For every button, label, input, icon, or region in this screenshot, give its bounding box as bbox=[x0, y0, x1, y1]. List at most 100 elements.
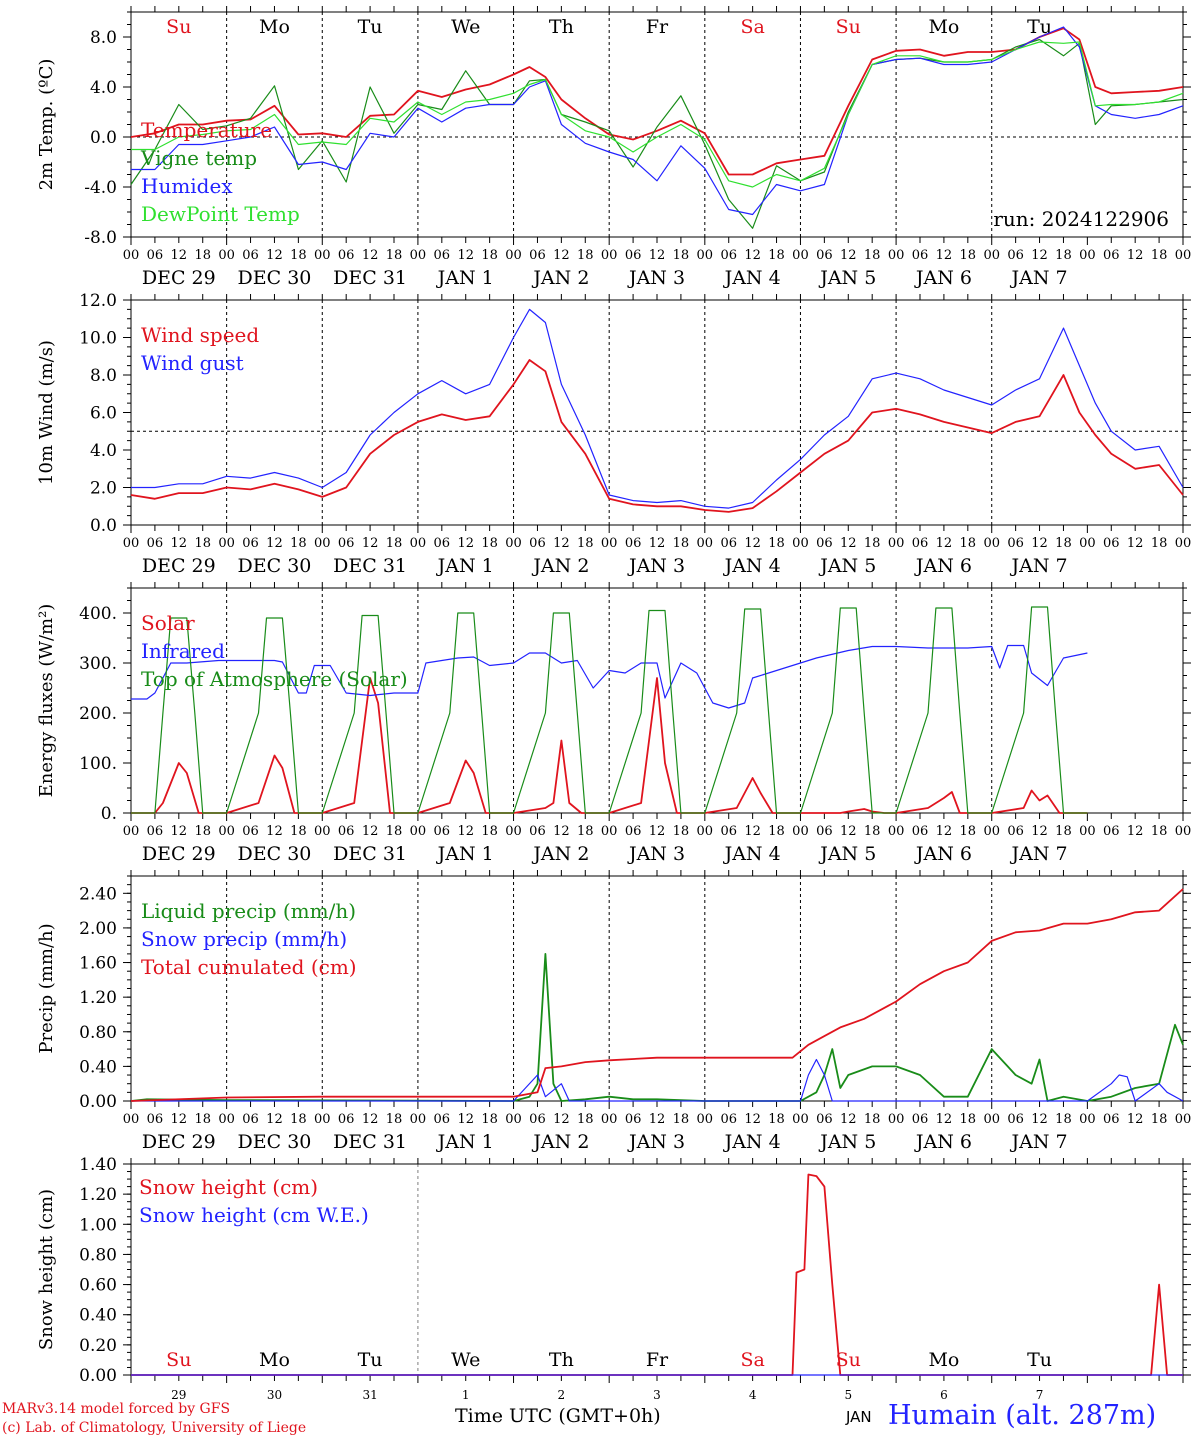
y-tick-label: 0.0 bbox=[90, 516, 117, 536]
x-hour-label: 18 bbox=[577, 824, 594, 839]
x-hour-label: 06 bbox=[338, 824, 355, 839]
x-hour-label: 00 bbox=[1175, 824, 1192, 839]
x-hour-label: 06 bbox=[720, 824, 737, 839]
x-date-label: JAN 6 bbox=[914, 1131, 972, 1153]
x-hour-label: 00 bbox=[505, 536, 522, 551]
x-hour-label: 18 bbox=[290, 824, 307, 839]
y-axis-label: Precip (mm/h) bbox=[36, 923, 57, 1053]
x-hour-label: 00 bbox=[314, 1112, 331, 1127]
x-hour-label: 18 bbox=[673, 824, 690, 839]
x-date-label: JAN 4 bbox=[723, 267, 781, 289]
x-hour-label: 12 bbox=[936, 824, 953, 839]
x-hour-label: 06 bbox=[625, 536, 642, 551]
legend-entry: Liquid precip (mm/h) bbox=[141, 899, 356, 923]
x-hour-label: 18 bbox=[481, 248, 498, 263]
run-annotation: run: 2024122906 bbox=[993, 207, 1169, 231]
weekday-label: Fr bbox=[646, 1349, 669, 1371]
x-hour-label: 00 bbox=[314, 824, 331, 839]
x-hour-label: 06 bbox=[720, 1112, 737, 1127]
x-hour-label: 06 bbox=[338, 1112, 355, 1127]
x-hour-label: 06 bbox=[242, 536, 259, 551]
x-hour-label: 18 bbox=[864, 1112, 881, 1127]
y-tick-label: 100. bbox=[79, 754, 117, 774]
x-date-label: DEC 30 bbox=[238, 555, 312, 577]
series-line-2 bbox=[131, 1058, 1184, 1102]
x-date-label: JAN 3 bbox=[627, 843, 685, 865]
credit-line-lab: (c) Lab. of Climatology, University of L… bbox=[2, 1420, 307, 1436]
x-hour-label: 06 bbox=[147, 248, 164, 263]
x-hour-label: 12 bbox=[744, 1112, 761, 1127]
x-hour-label: 18 bbox=[290, 536, 307, 551]
x-hour-label: 00 bbox=[1079, 1112, 1096, 1127]
x-hour-label: 06 bbox=[1007, 536, 1024, 551]
weekday-label: Tu bbox=[1027, 16, 1052, 38]
weekday-label: Th bbox=[549, 16, 574, 38]
x-hour-label: 00 bbox=[601, 824, 618, 839]
x-hour-label: 12 bbox=[553, 248, 570, 263]
y-tick-label: 0.20 bbox=[79, 1336, 117, 1356]
x-hour-label: 12 bbox=[649, 248, 666, 263]
x-hour-label: 18 bbox=[194, 248, 211, 263]
y-tick-label: 1.20 bbox=[79, 988, 117, 1008]
x-hour-label: 06 bbox=[625, 824, 642, 839]
x-hour-label: 00 bbox=[601, 248, 618, 263]
weekday-label: We bbox=[451, 1349, 480, 1371]
series-line-2 bbox=[130, 38, 1184, 229]
x-hour-label: 18 bbox=[481, 824, 498, 839]
x-hour-label: 06 bbox=[242, 248, 259, 263]
x-day-number: 4 bbox=[749, 1388, 757, 1402]
x-date-label: DEC 29 bbox=[142, 267, 216, 289]
x-hour-label: 00 bbox=[697, 248, 714, 263]
x-date-label: DEC 30 bbox=[238, 843, 312, 865]
legend-entry: DewPoint Temp bbox=[141, 202, 300, 226]
x-hour-label: 00 bbox=[888, 1112, 905, 1127]
x-hour-label: 12 bbox=[649, 824, 666, 839]
x-hour-label: 06 bbox=[912, 824, 929, 839]
x-hour-label: 00 bbox=[123, 824, 140, 839]
x-day-number: 30 bbox=[267, 1388, 282, 1402]
x-hour-label: 00 bbox=[1079, 536, 1096, 551]
x-hour-label: 12 bbox=[744, 536, 761, 551]
legend-entry: Snow height (cm) bbox=[139, 1175, 318, 1199]
weekday-label: Tu bbox=[358, 16, 383, 38]
x-hour-label: 12 bbox=[744, 824, 761, 839]
x-date-label: JAN 2 bbox=[531, 267, 589, 289]
weekday-label: Mo bbox=[259, 1349, 290, 1371]
x-hour-label: 18 bbox=[864, 248, 881, 263]
x-hour-label: 12 bbox=[266, 824, 283, 839]
x-hour-label: 18 bbox=[768, 824, 785, 839]
x-hour-label: 00 bbox=[410, 536, 427, 551]
x-hour-label: 18 bbox=[960, 824, 977, 839]
x-hour-label: 12 bbox=[1127, 536, 1144, 551]
x-hour-label: 06 bbox=[338, 248, 355, 263]
x-hour-label: 12 bbox=[457, 536, 474, 551]
x-date-label: JAN 6 bbox=[914, 267, 972, 289]
weekday-label: Mo bbox=[928, 16, 959, 38]
x-hour-label: 00 bbox=[792, 248, 809, 263]
x-hour-label: 00 bbox=[697, 824, 714, 839]
x-hour-label: 06 bbox=[625, 1112, 642, 1127]
legend-entry: Solar bbox=[141, 611, 195, 635]
x-date-label: JAN 2 bbox=[531, 1131, 589, 1153]
x-hour-label: 18 bbox=[768, 1112, 785, 1127]
x-date-label: JAN 3 bbox=[627, 555, 685, 577]
series-line-1 bbox=[131, 1173, 1183, 1376]
x-hour-label: 00 bbox=[888, 824, 905, 839]
x-hour-label: 18 bbox=[290, 1112, 307, 1127]
y-tick-label: 400. bbox=[79, 604, 117, 624]
x-hour-label: 06 bbox=[529, 536, 546, 551]
x-hour-label: 18 bbox=[673, 536, 690, 551]
y-axis-label: 10m Wind (m/s) bbox=[36, 340, 57, 485]
x-hour-label: 18 bbox=[1055, 1112, 1072, 1127]
x-hour-label: 12 bbox=[1031, 1112, 1048, 1127]
x-hour-label: 12 bbox=[457, 1112, 474, 1127]
x-date-label: JAN 6 bbox=[914, 843, 972, 865]
x-hour-label: 00 bbox=[983, 248, 1000, 263]
x-hour-label: 12 bbox=[1127, 248, 1144, 263]
x-hour-label: 06 bbox=[720, 536, 737, 551]
x-hour-label: 12 bbox=[266, 536, 283, 551]
x-hour-label: 12 bbox=[553, 1112, 570, 1127]
x-date-label: DEC 29 bbox=[142, 1131, 216, 1153]
x-hour-label: 18 bbox=[673, 248, 690, 263]
x-hour-label: 06 bbox=[529, 1112, 546, 1127]
